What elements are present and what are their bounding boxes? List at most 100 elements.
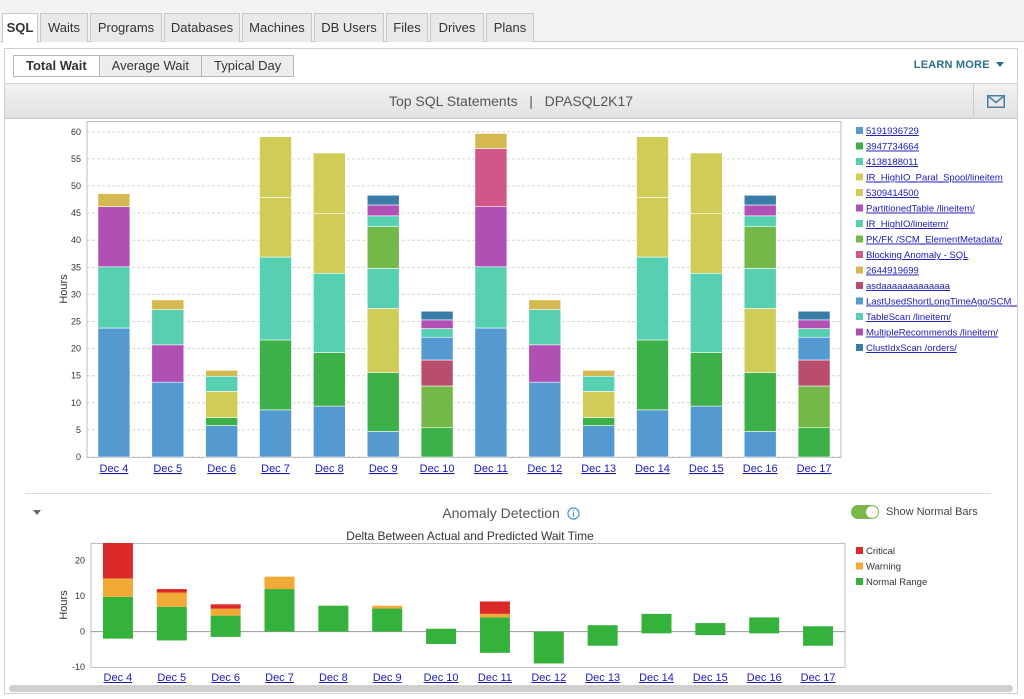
bar-segment-ir-highio-lineitem-dec-9[interactable] bbox=[366, 268, 400, 309]
x-tick-label-dec-4[interactable]: Dec 4 bbox=[100, 463, 129, 475]
bar-segment-ir-highio-paral-spool-lineitem-dec-13[interactable] bbox=[582, 391, 615, 418]
tab-waits[interactable]: Waits bbox=[40, 13, 88, 42]
x-tick-label-dec-11[interactable]: Dec 11 bbox=[474, 463, 508, 475]
bar-segment-5191936729-dec-15[interactable] bbox=[690, 405, 723, 458]
delta-bar-critical-dec-11[interactable] bbox=[479, 601, 510, 614]
delta-bar-warning-dec-9[interactable] bbox=[372, 605, 403, 609]
delta-x-tick-label-dec-6[interactable]: Dec 6 bbox=[211, 672, 240, 683]
delta-x-tick-label-dec-4[interactable]: Dec 4 bbox=[104, 672, 133, 683]
bar-segment-3947734664-dec-15[interactable] bbox=[690, 352, 723, 407]
info-icon[interactable] bbox=[567, 507, 580, 520]
bar-segment-5309414500-dec-8[interactable] bbox=[313, 152, 346, 214]
legend-item-tablescan-lineitem[interactable]: TableScan /lineitem/ bbox=[866, 312, 951, 323]
x-tick-label-dec-14[interactable]: Dec 14 bbox=[635, 463, 670, 475]
bar-segment-3947734664-dec-16[interactable] bbox=[743, 372, 777, 432]
bar-segment-ir-highio-paral-spool-lineitem-dec-6[interactable] bbox=[205, 391, 238, 418]
tab-db-users[interactable]: DB Users bbox=[314, 13, 384, 42]
collapse-toggle-icon[interactable] bbox=[33, 510, 41, 515]
delta-x-tick-label-dec-17[interactable]: Dec 17 bbox=[801, 672, 836, 683]
delta-x-tick-label-dec-7[interactable]: Dec 7 bbox=[265, 672, 294, 683]
x-tick-label-dec-12[interactable]: Dec 12 bbox=[527, 463, 562, 475]
delta-x-tick-label-dec-10[interactable]: Dec 10 bbox=[424, 672, 459, 683]
tab-databases[interactable]: Databases bbox=[164, 13, 240, 42]
subtab-typical-day[interactable]: Typical Day bbox=[214, 58, 282, 73]
bar-segment-multiplerecommends-lineitem-dec-10[interactable] bbox=[420, 319, 454, 329]
legend-item-2644919699[interactable]: 2644919699 bbox=[866, 266, 919, 277]
bar-segment-4138188011-dec-8[interactable] bbox=[313, 272, 346, 353]
bar-segment-2644919699-dec-5[interactable] bbox=[151, 299, 185, 310]
delta-x-tick-label-dec-13[interactable]: Dec 13 bbox=[585, 672, 620, 683]
x-tick-label-dec-16[interactable]: Dec 16 bbox=[743, 463, 778, 475]
tab-sql[interactable]: SQL bbox=[2, 13, 38, 43]
bar-segment-pk-fk-scm-elementmetadata-dec-17[interactable] bbox=[797, 385, 831, 429]
bar-segment-3947734664-dec-10[interactable] bbox=[420, 427, 454, 458]
bar-segment-ir-highio-lineitem-dec-5[interactable] bbox=[151, 309, 185, 346]
delta-bar-critical-dec-6[interactable] bbox=[210, 604, 241, 609]
bar-segment-5191936729-dec-5[interactable] bbox=[151, 381, 185, 458]
delta-bar-normal-range-dec-8[interactable] bbox=[318, 605, 349, 632]
delta-x-tick-label-dec-5[interactable]: Dec 5 bbox=[157, 672, 186, 683]
delta-bar-warning-dec-11[interactable] bbox=[479, 613, 510, 618]
x-tick-label-dec-6[interactable]: Dec 6 bbox=[207, 463, 236, 475]
legend-item-lastusedshortlongtimeago-scm[interactable]: LastUsedShortLongTimeAgo/SCM_/ bbox=[866, 297, 1017, 308]
x-tick-label-dec-10[interactable]: Dec 10 bbox=[420, 463, 455, 475]
legend-item-5191936729[interactable]: 5191936729 bbox=[866, 126, 919, 137]
bar-segment-ir-highio-paral-spool-lineitem-dec-7[interactable] bbox=[259, 197, 292, 258]
bar-segment-5191936729-dec-14[interactable] bbox=[636, 409, 669, 458]
bar-segment-pk-fk-scm-elementmetadata-dec-10[interactable] bbox=[420, 385, 454, 429]
horizontal-scrollbar[interactable] bbox=[9, 685, 1013, 692]
bar-segment-multiplerecommends-lineitem-dec-17[interactable] bbox=[797, 319, 831, 329]
legend-item-partitionedtable-lineitem[interactable]: PartitionedTable /lineitem/ bbox=[866, 204, 975, 215]
bar-segment-3947734664-dec-13[interactable] bbox=[582, 417, 615, 426]
bar-segment-2644919699-dec-11[interactable] bbox=[474, 133, 508, 149]
legend-item-4138188011[interactable]: 4138188011 bbox=[866, 157, 918, 168]
delta-bar-normal-range-dec-9[interactable] bbox=[372, 608, 403, 632]
bar-segment-tablescan-lineitem-dec-10[interactable] bbox=[420, 328, 454, 338]
show-normal-bars-toggle[interactable] bbox=[851, 505, 879, 519]
bar-segment-pk-fk-scm-elementmetadata-dec-9[interactable] bbox=[366, 226, 400, 269]
bar-segment-5309414500-dec-16[interactable] bbox=[743, 308, 777, 373]
bar-segment-blocking-anomaly-sql-dec-11[interactable] bbox=[474, 148, 508, 207]
bar-segment-5309414500-dec-14[interactable] bbox=[636, 136, 669, 198]
bar-segment-ir-highio-lineitem-dec-13[interactable] bbox=[582, 375, 615, 392]
delta-bar-normal-range-dec-13[interactable] bbox=[587, 625, 618, 646]
bar-segment-5191936729-dec-9[interactable] bbox=[366, 431, 400, 458]
x-tick-label-dec-8[interactable]: Dec 8 bbox=[315, 463, 344, 475]
bar-segment-2644919699-dec-13[interactable] bbox=[582, 369, 615, 377]
legend-item-blocking-anomaly-sql[interactable]: Blocking Anomaly - SQL bbox=[866, 250, 968, 261]
x-tick-label-dec-7[interactable]: Dec 7 bbox=[261, 463, 290, 475]
bar-segment-3947734664-dec-7[interactable] bbox=[259, 339, 292, 411]
bar-segment-5191936729-dec-12[interactable] bbox=[528, 381, 562, 458]
bar-segment-4138188011-dec-15[interactable] bbox=[690, 272, 723, 353]
delta-x-tick-label-dec-16[interactable]: Dec 16 bbox=[747, 672, 782, 683]
legend-item-pk-fk-scm-elementmetadata[interactable]: PK/FK /SCM_ElementMetadata/ bbox=[866, 235, 1003, 246]
delta-bar-warning-dec-6[interactable] bbox=[210, 608, 241, 616]
bar-segment-5191936729-dec-6[interactable] bbox=[205, 425, 238, 458]
bar-segment-2644919699-dec-12[interactable] bbox=[528, 299, 562, 310]
bar-segment-pk-fk-scm-elementmetadata-dec-16[interactable] bbox=[743, 226, 777, 269]
delta-bar-critical-dec-5[interactable] bbox=[156, 589, 187, 593]
bar-segment-clustidxscan-orders-dec-10[interactable] bbox=[420, 310, 454, 321]
bar-segment-3947734664-dec-14[interactable] bbox=[636, 339, 669, 411]
bar-segment-ir-highio-lineitem-dec-6[interactable] bbox=[205, 375, 238, 392]
bar-segment-5191936729-dec-16[interactable] bbox=[743, 431, 777, 458]
email-button[interactable] bbox=[973, 84, 1017, 118]
bar-segment-partitionedtable-lineitem-dec-5[interactable] bbox=[151, 344, 185, 383]
delta-x-tick-label-dec-9[interactable]: Dec 9 bbox=[373, 672, 402, 683]
bar-segment-multiplerecommends-lineitem-dec-9[interactable] bbox=[366, 204, 400, 217]
x-tick-label-dec-13[interactable]: Dec 13 bbox=[581, 463, 616, 475]
legend-item-asdaaaaaaaaaaaaa[interactable]: asdaaaaaaaaaaaaa bbox=[866, 281, 951, 292]
bar-segment-asdaaaaaaaaaaaaa-dec-10[interactable] bbox=[420, 359, 454, 387]
bar-segment-tablescan-lineitem-dec-17[interactable] bbox=[797, 328, 831, 338]
bar-segment-4138188011-dec-14[interactable] bbox=[636, 256, 669, 341]
bar-segment-5309414500-dec-9[interactable] bbox=[366, 308, 400, 373]
x-tick-label-dec-9[interactable]: Dec 9 bbox=[369, 463, 398, 475]
bar-segment-3947734664-dec-6[interactable] bbox=[205, 417, 238, 426]
legend-item-multiplerecommends-lineitem[interactable]: MultipleRecommends /lineitem/ bbox=[866, 328, 998, 339]
legend-item-clustidxscan-orders[interactable]: ClustIdxScan /orders/ bbox=[866, 343, 957, 354]
bar-segment-5191936729-dec-13[interactable] bbox=[582, 425, 615, 458]
tab-machines[interactable]: Machines bbox=[242, 13, 312, 42]
bar-segment-5191936729-dec-7[interactable] bbox=[259, 409, 292, 458]
bar-segment-5309414500-dec-7[interactable] bbox=[259, 136, 292, 198]
bar-segment-lastusedshortlongtimeago-scm-dec-17[interactable] bbox=[797, 336, 831, 361]
